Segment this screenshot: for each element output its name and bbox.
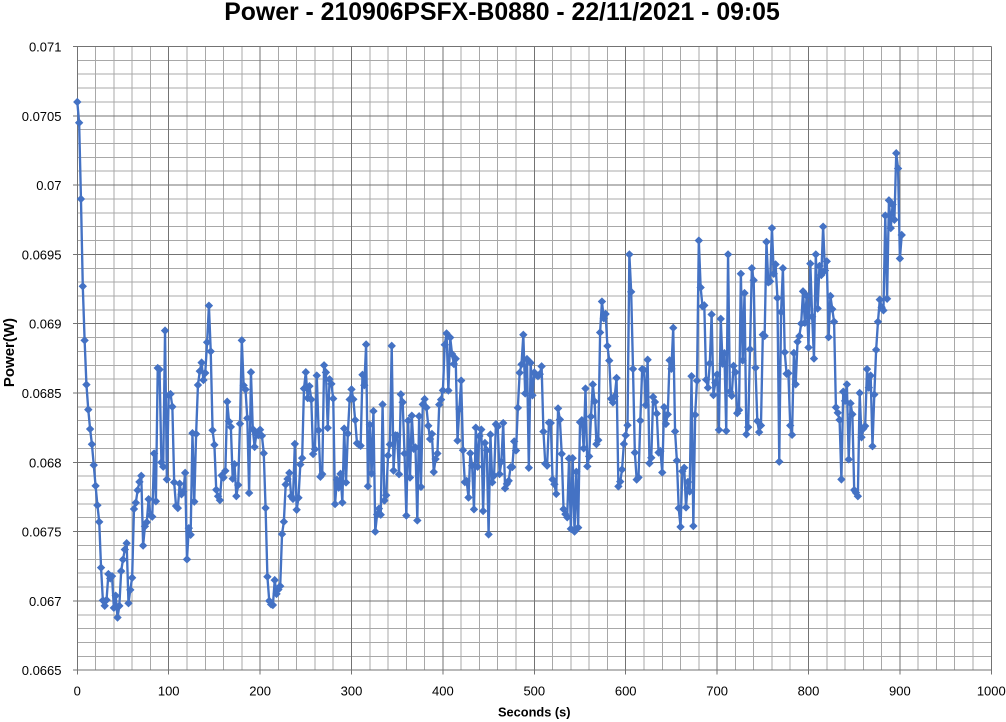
- svg-text:0.0675: 0.0675: [22, 525, 62, 540]
- svg-text:1000: 1000: [977, 683, 1006, 698]
- svg-text:0.07: 0.07: [36, 178, 61, 193]
- svg-text:0.071: 0.071: [29, 40, 62, 55]
- svg-text:0.0665: 0.0665: [22, 663, 62, 678]
- svg-text:700: 700: [706, 683, 728, 698]
- svg-text:400: 400: [432, 683, 454, 698]
- svg-text:0.068: 0.068: [29, 455, 62, 470]
- svg-text:0.0685: 0.0685: [22, 386, 62, 401]
- svg-text:0.069: 0.069: [29, 317, 62, 332]
- svg-text:0.067: 0.067: [29, 594, 62, 609]
- svg-text:Power - 210906PSFX-B0880 - 22/: Power - 210906PSFX-B0880 - 22/11/2021 - …: [224, 0, 780, 26]
- svg-text:0.0695: 0.0695: [22, 247, 62, 262]
- svg-text:100: 100: [158, 683, 180, 698]
- svg-text:500: 500: [523, 683, 545, 698]
- svg-text:Seconds (s): Seconds (s): [498, 705, 571, 720]
- svg-text:800: 800: [798, 683, 820, 698]
- svg-text:900: 900: [889, 683, 911, 698]
- svg-text:600: 600: [615, 683, 637, 698]
- svg-text:Power(W): Power(W): [1, 318, 18, 387]
- svg-text:300: 300: [341, 683, 363, 698]
- svg-text:0.0705: 0.0705: [22, 109, 62, 124]
- svg-text:200: 200: [249, 683, 271, 698]
- svg-text:0: 0: [74, 683, 81, 698]
